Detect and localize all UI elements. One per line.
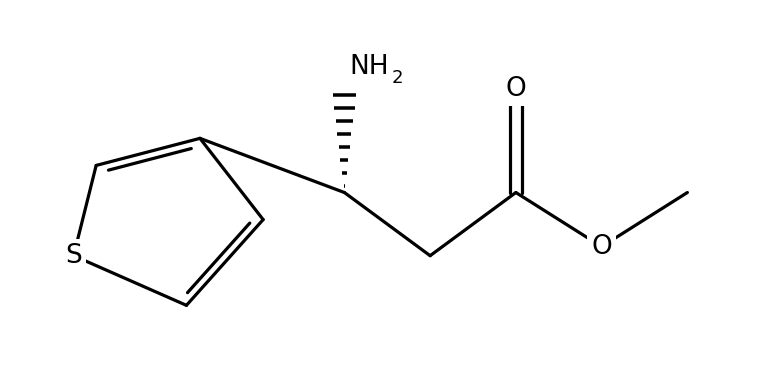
Text: S: S [65,243,82,269]
Text: NH: NH [349,54,389,80]
Text: O: O [505,76,526,102]
Text: O: O [591,233,612,260]
Text: 2: 2 [391,69,403,87]
